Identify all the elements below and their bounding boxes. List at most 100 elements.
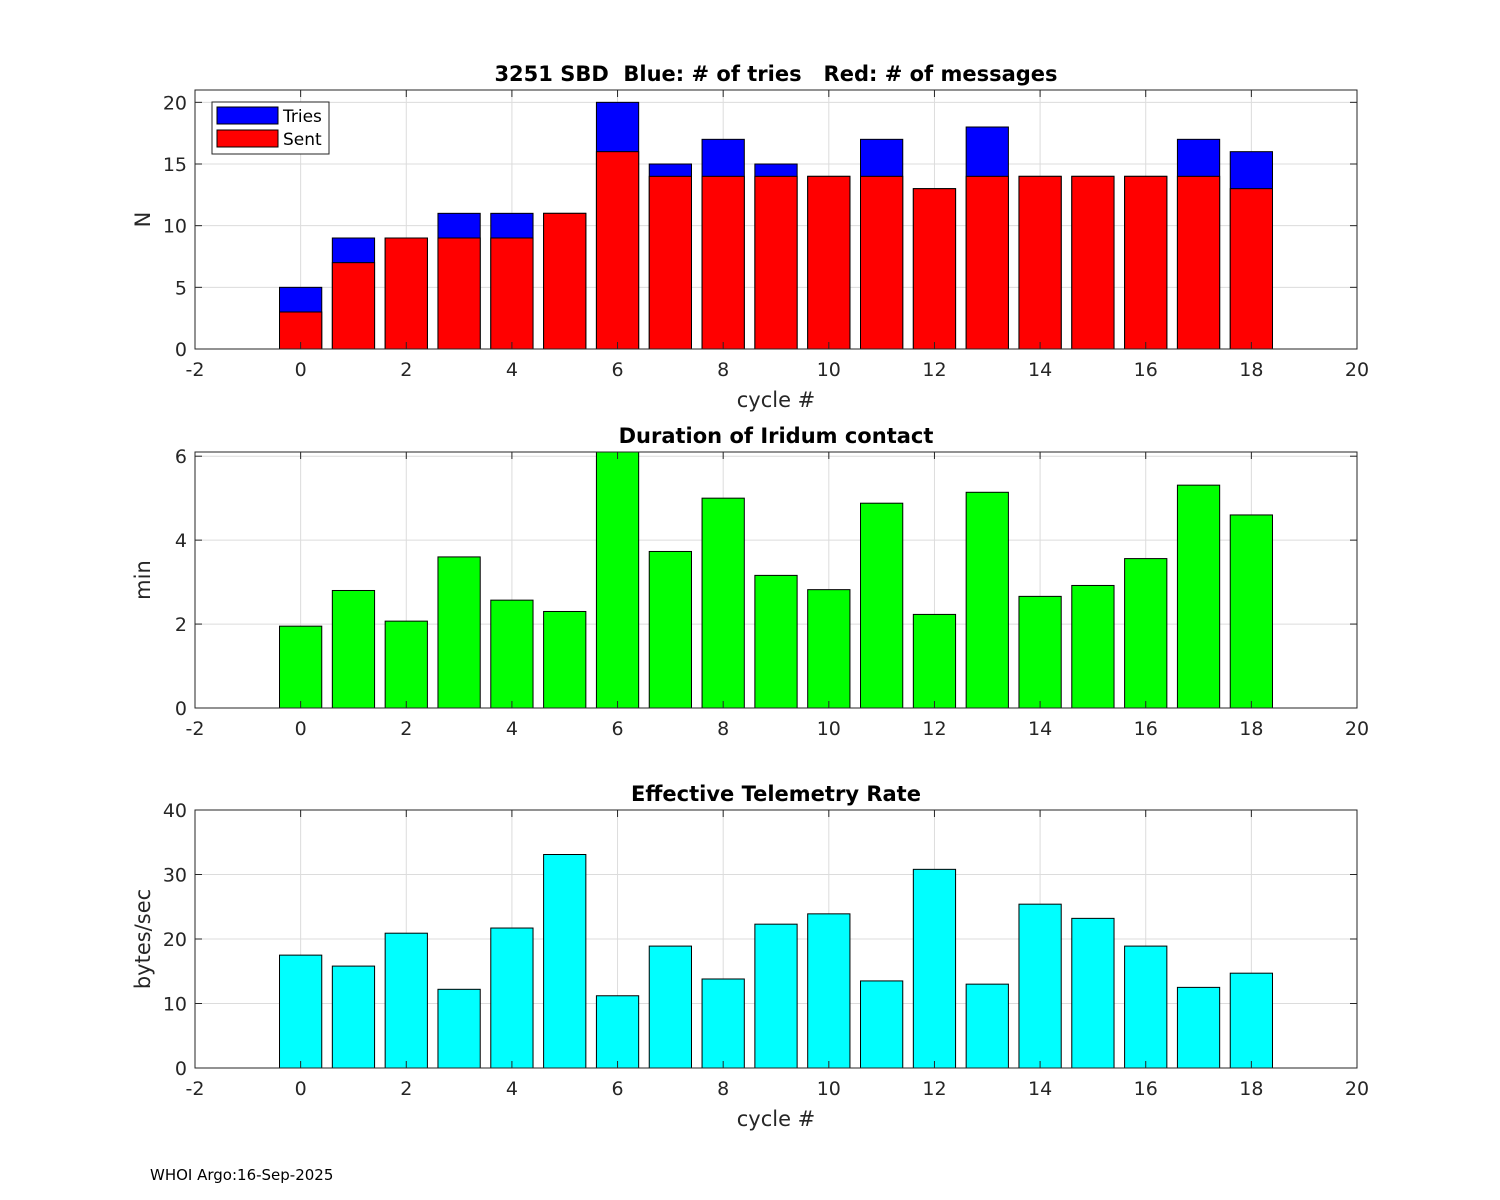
y-tick-label: 2 xyxy=(175,614,187,636)
bar-sent-cycle-10 xyxy=(807,175,851,350)
x-tick-label: 0 xyxy=(295,1078,307,1100)
bar-duration-cycle-13 xyxy=(965,491,1009,709)
bar-rate-cycle-1 xyxy=(331,965,376,1069)
legend-label-tries: Tries xyxy=(282,107,322,127)
bar-duration-cycle-5 xyxy=(543,610,587,709)
y-tick-label: 0 xyxy=(175,339,187,361)
x-tick-label: 16 xyxy=(1134,1078,1158,1100)
bar-rate-cycle-17 xyxy=(1176,986,1221,1069)
bar-rate-cycle-13 xyxy=(965,983,1009,1069)
bar-rate-cycle-6 xyxy=(595,995,640,1069)
bar-rate-cycle-15 xyxy=(1071,917,1115,1069)
chart-title: Effective Telemetry Rate xyxy=(631,782,921,806)
bar-duration-cycle-3 xyxy=(437,556,481,709)
bar-duration-cycle-12 xyxy=(912,613,957,709)
bar-rate-cycle-10 xyxy=(807,913,851,1069)
x-tick-label: 0 xyxy=(295,718,307,740)
x-tick-label: -2 xyxy=(186,718,205,740)
bar-duration-cycle-16 xyxy=(1124,558,1168,709)
bar-sent-cycle-1 xyxy=(331,262,376,350)
bar-sent-cycle-18 xyxy=(1229,188,1273,350)
bar-rate-cycle-4 xyxy=(490,927,534,1069)
x-tick-label: 6 xyxy=(611,718,623,740)
bar-sent-cycle-6 xyxy=(595,151,640,350)
bar-sent-cycle-16 xyxy=(1124,175,1168,350)
y-axis-label: bytes/sec xyxy=(131,889,155,989)
bar-duration-cycle-1 xyxy=(331,589,376,709)
x-tick-label: 8 xyxy=(717,1078,729,1100)
bar-duration-cycle-11 xyxy=(860,502,904,709)
chart-title: Duration of Iridum contact xyxy=(619,424,934,448)
y-tick-label: 0 xyxy=(175,1058,187,1080)
bar-rate-cycle-0 xyxy=(279,954,323,1069)
bar-rate-cycle-11 xyxy=(860,980,904,1069)
x-tick-label: 14 xyxy=(1028,1078,1052,1100)
bar-rate-cycle-14 xyxy=(1018,903,1062,1069)
bar-rate-cycle-16 xyxy=(1124,945,1168,1069)
bar-duration-cycle-6 xyxy=(595,451,640,709)
x-axis-label: cycle # xyxy=(737,1107,816,1131)
x-tick-label: 18 xyxy=(1239,718,1263,740)
bar-sent-cycle-2 xyxy=(384,237,428,350)
bar-rate-cycle-18 xyxy=(1229,972,1273,1069)
bar-rate-cycle-7 xyxy=(648,945,692,1069)
legend-swatch-tries xyxy=(216,106,279,125)
x-tick-label: 10 xyxy=(817,718,841,740)
bar-sent-cycle-4 xyxy=(490,237,534,350)
bar-duration-cycle-15 xyxy=(1071,584,1115,709)
x-tick-label: 20 xyxy=(1345,359,1369,381)
legend-swatch-sent xyxy=(216,129,279,148)
legend-label-sent: Sent xyxy=(283,130,322,150)
bar-sent-cycle-9 xyxy=(754,175,798,350)
y-tick-label: 10 xyxy=(163,216,187,238)
y-tick-label: 10 xyxy=(163,994,187,1016)
y-tick-label: 40 xyxy=(163,800,187,822)
y-tick-label: 0 xyxy=(175,698,187,720)
bar-rate-cycle-5 xyxy=(543,854,587,1069)
bar-rate-cycle-8 xyxy=(701,978,745,1069)
y-axis-label: N xyxy=(131,212,155,228)
x-tick-label: 16 xyxy=(1134,718,1158,740)
y-tick-label: 5 xyxy=(175,277,187,299)
bar-sent-cycle-7 xyxy=(648,175,692,350)
x-tick-label: 10 xyxy=(817,359,841,381)
bar-duration-cycle-10 xyxy=(807,589,851,709)
x-tick-label: 6 xyxy=(611,359,623,381)
bar-duration-cycle-9 xyxy=(754,574,798,709)
bar-sent-cycle-13 xyxy=(965,175,1009,350)
y-tick-label: 30 xyxy=(163,865,187,887)
bar-rate-cycle-9 xyxy=(754,923,798,1069)
x-tick-label: 8 xyxy=(717,359,729,381)
bar-duration-cycle-14 xyxy=(1018,595,1062,709)
x-tick-label: -2 xyxy=(186,1078,205,1100)
bar-sent-cycle-12 xyxy=(912,188,957,350)
bar-sent-cycle-17 xyxy=(1176,175,1221,350)
x-tick-label: 12 xyxy=(922,359,946,381)
y-tick-label: 15 xyxy=(163,154,187,176)
x-tick-label: 10 xyxy=(817,1078,841,1100)
bar-sent-cycle-3 xyxy=(437,237,481,350)
x-tick-label: 2 xyxy=(400,718,412,740)
bar-rate-cycle-2 xyxy=(384,932,428,1069)
bar-duration-cycle-18 xyxy=(1229,514,1273,709)
bar-sent-cycle-15 xyxy=(1071,175,1115,350)
x-tick-label: 4 xyxy=(506,1078,518,1100)
x-tick-label: 8 xyxy=(717,718,729,740)
x-tick-label: 14 xyxy=(1028,359,1052,381)
x-tick-label: 2 xyxy=(400,359,412,381)
y-tick-label: 20 xyxy=(163,929,187,951)
y-tick-label: 6 xyxy=(175,446,187,468)
legend: Tries Sent xyxy=(211,101,330,155)
x-tick-label: 18 xyxy=(1239,359,1263,381)
bar-duration-cycle-17 xyxy=(1176,484,1221,709)
x-tick-label: 4 xyxy=(506,718,518,740)
bar-sent-cycle-5 xyxy=(543,212,587,350)
bar-duration-cycle-2 xyxy=(384,620,428,709)
x-tick-label: 12 xyxy=(922,718,946,740)
x-tick-label: 0 xyxy=(295,359,307,381)
footer-stamp: WHOI Argo:16-Sep-2025 xyxy=(150,1166,334,1184)
